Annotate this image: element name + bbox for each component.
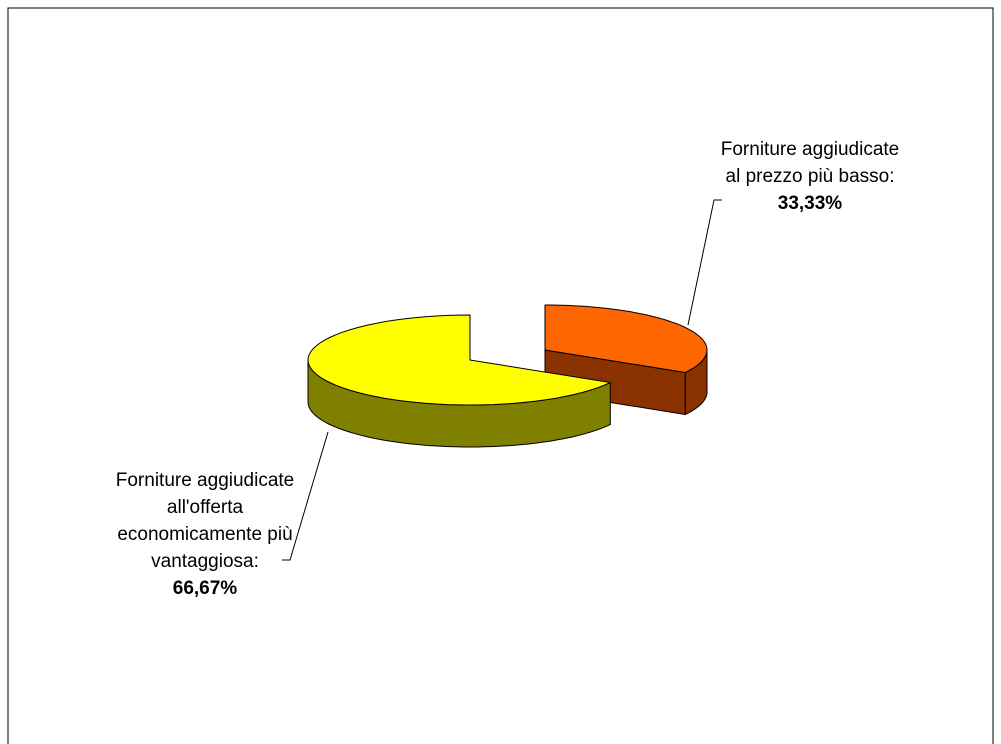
chart-border bbox=[7, 7, 994, 744]
slice bbox=[307, 314, 611, 406]
value-label: 66,67% bbox=[172, 578, 238, 599]
pie bbox=[307, 304, 708, 448]
slice bbox=[544, 304, 708, 373]
category-label: Forniture aggiudicate all'offerta econom… bbox=[115, 470, 295, 572]
leader-line bbox=[687, 199, 722, 326]
value-label: 33,33% bbox=[777, 193, 843, 214]
category-label: Forniture aggiudicate al prezzo più bass… bbox=[720, 139, 900, 187]
leader-line bbox=[282, 431, 329, 561]
data-label: Forniture aggiudicate all'offerta econom… bbox=[110, 467, 300, 602]
data-label: Forniture aggiudicate al prezzo più bass… bbox=[715, 136, 905, 217]
